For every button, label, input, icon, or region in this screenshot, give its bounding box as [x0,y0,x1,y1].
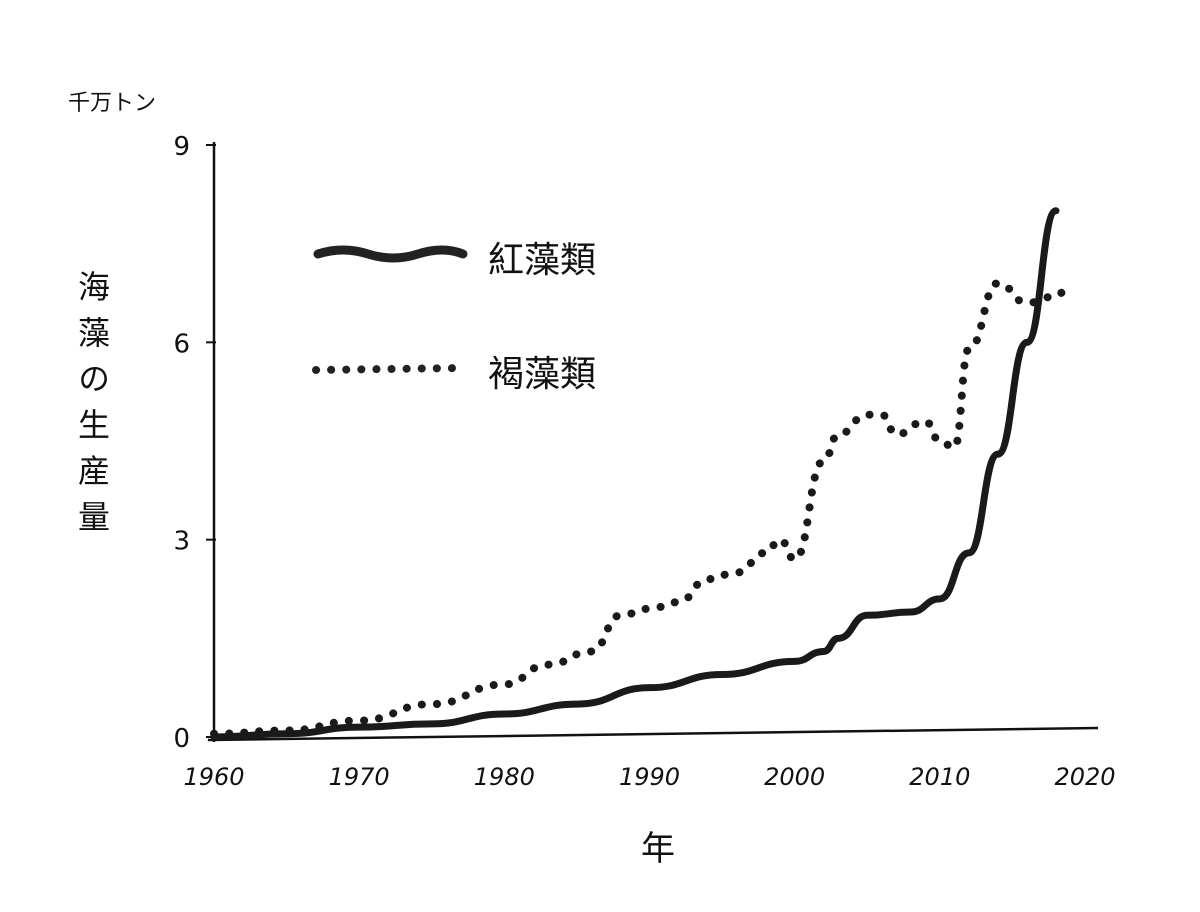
legend-label-brown-algae: 褐藻類 [488,354,596,395]
legend: 紅藻類 褐藻類 [312,240,596,395]
x-tick-label: 1980 [474,763,535,791]
x-tick-label: 2000 [764,763,825,791]
series-line-brown-algae [210,279,1075,738]
x-tick-label: 2010 [909,763,970,791]
series-line-red-algae [210,207,1060,741]
y-tick-label: 0 [173,724,190,754]
y-tick-label: 9 [173,132,190,162]
x-axis-label: 年 [641,829,675,869]
x-tick-label: 1970 [329,763,390,791]
y-tick-label: 3 [173,527,190,557]
legend-label-red-algae: 紅藻類 [488,240,596,281]
x-tick-label: 1990 [619,763,680,791]
y-tick-label: 6 [173,329,190,359]
x-tick-label: 2020 [1054,763,1115,791]
unit-label: 千万トン [68,91,156,116]
y-axis-label: 海藻の生産量 [73,270,111,546]
legend-swatch-solid [313,245,468,263]
x-tick-label: 1960 [183,763,244,791]
legend-swatch-dotted [312,364,466,374]
x-axis [207,726,1099,742]
